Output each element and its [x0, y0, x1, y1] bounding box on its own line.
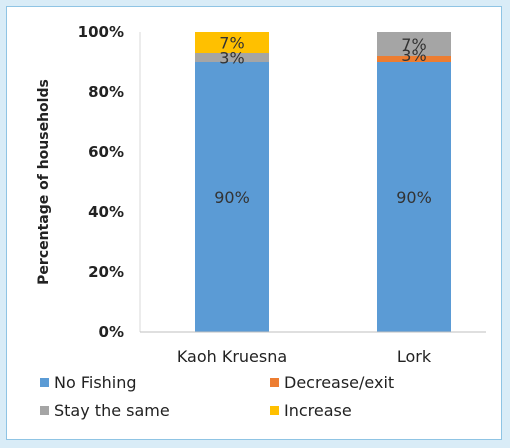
- legend-label: Increase: [284, 401, 352, 420]
- data-label: 90%: [396, 188, 432, 207]
- legend-swatch: [40, 406, 49, 415]
- bar-segment: [377, 32, 451, 56]
- bar-segment: [195, 32, 269, 53]
- y-tick-label: 20%: [88, 263, 124, 281]
- legend-swatch: [40, 378, 49, 387]
- legend-label: Stay the same: [54, 401, 170, 420]
- y-tick-label: 40%: [88, 203, 124, 221]
- data-label: 3%: [219, 49, 244, 68]
- x-tick-label: Kaoh Kruesna: [177, 347, 287, 366]
- bar-segment: [377, 62, 451, 332]
- legend-label: Decrease/exit: [284, 373, 394, 392]
- data-label: 7%: [219, 34, 244, 53]
- bar-segment: [195, 62, 269, 332]
- y-tick-label: 60%: [88, 143, 124, 161]
- y-tick-label: 0%: [99, 323, 124, 341]
- y-axis-label: Percentage of households: [36, 79, 52, 285]
- legend-label: No Fishing: [54, 373, 137, 392]
- bar-segment: [195, 53, 269, 62]
- legend-swatch: [270, 378, 279, 387]
- data-label: 90%: [214, 188, 250, 207]
- data-label: 7%: [401, 35, 426, 54]
- bar-segment: [377, 56, 451, 62]
- data-label: 3%: [401, 46, 426, 65]
- legend-swatch: [270, 406, 279, 415]
- y-tick-label: 100%: [78, 23, 124, 41]
- x-tick-label: Lork: [397, 347, 432, 366]
- y-tick-label: 80%: [88, 83, 124, 101]
